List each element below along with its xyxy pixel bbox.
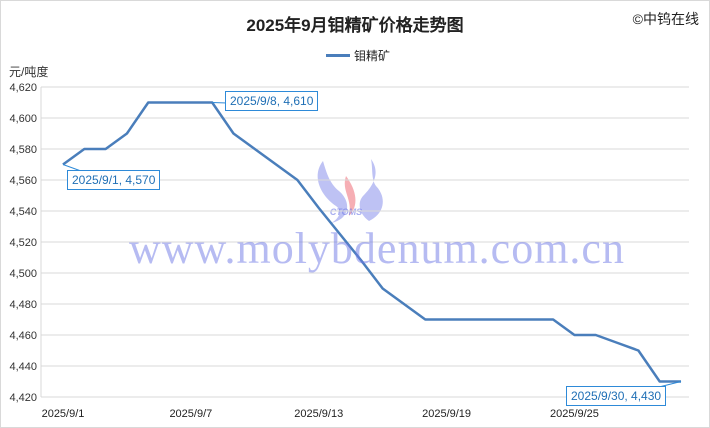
x-tick-label: 2025/9/25 xyxy=(550,408,599,420)
x-tick-label: 2025/9/1 xyxy=(42,408,85,420)
y-tick-label: 4,520 xyxy=(9,237,37,249)
y-tick-label: 4,460 xyxy=(9,330,37,342)
y-tick-label: 4,480 xyxy=(9,299,37,311)
legend: 钼精矿 xyxy=(326,47,390,64)
watermark: www.molybdenum.com.cn xyxy=(129,224,625,273)
y-tick-label: 4,580 xyxy=(9,144,37,156)
legend-label: 钼精矿 xyxy=(354,49,391,63)
legend-line-swatch xyxy=(326,54,350,57)
y-tick-label: 4,540 xyxy=(9,206,37,218)
logo-right-flame xyxy=(359,159,383,221)
chart-title: 2025年9月钼精矿价格走势图 xyxy=(246,16,464,35)
annotation-start: 2025/9/1, 4,570 xyxy=(67,170,161,190)
logo-center-flame xyxy=(344,176,356,216)
y-tick-label: 4,620 xyxy=(9,82,37,94)
logo-text: CTOMS xyxy=(330,207,362,217)
annotation-peak: 2025/9/8, 4,610 xyxy=(225,91,319,111)
annotation-leader xyxy=(212,102,228,104)
y-axis-label: 元/吨度 xyxy=(9,65,49,79)
series-line xyxy=(62,101,681,383)
logo-left-flame xyxy=(317,161,348,223)
annotation-end: 2025/9/30, 4,430 xyxy=(566,386,667,406)
y-tick-label: 4,500 xyxy=(9,268,37,280)
y-tick-label: 4,600 xyxy=(9,113,37,125)
x-tick-label: 2025/9/13 xyxy=(294,408,343,420)
y-tick-label: 4,440 xyxy=(9,361,37,373)
x-tick-label: 2025/9/7 xyxy=(169,408,212,420)
annotation-leader xyxy=(62,164,82,172)
y-tick-label: 4,420 xyxy=(9,392,37,404)
x-tick-label: 2025/9/19 xyxy=(422,408,471,420)
y-tick-label: 4,560 xyxy=(9,175,37,187)
copyright: ©中钨在线 xyxy=(632,11,699,27)
